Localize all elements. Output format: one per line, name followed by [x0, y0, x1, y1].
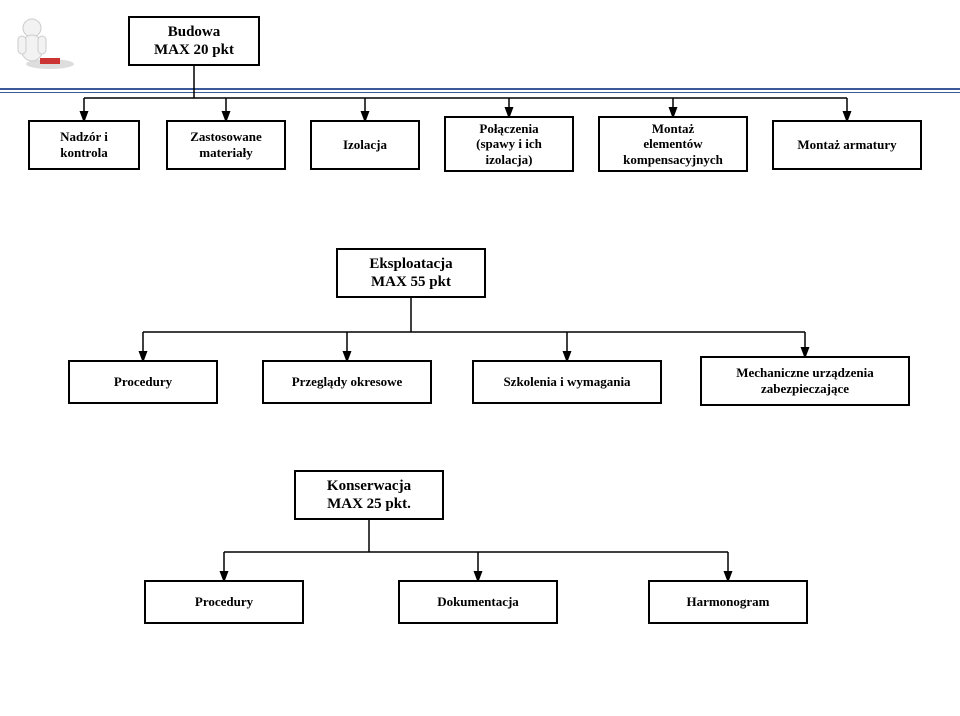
node-przeglady: Przeglądy okresowe [262, 360, 432, 404]
node-text: Połączenia [476, 121, 542, 137]
node-polaczenia: Połączenia(spawy i ichizolacja) [444, 116, 574, 172]
node-text: Eksploatacja [369, 255, 452, 273]
node-text: Izolacja [343, 137, 387, 153]
node-text: Procedury [195, 594, 253, 610]
node-text: izolacja) [476, 152, 542, 168]
node-text: Harmonogram [686, 594, 769, 610]
node-text: Szkolenia i wymagania [503, 374, 630, 390]
node-text: Mechaniczne urządzenia [736, 365, 874, 381]
node-montaz_arm: Montaż armatury [772, 120, 922, 170]
node-text: Budowa [154, 23, 234, 41]
node-szkolenia: Szkolenia i wymagania [472, 360, 662, 404]
node-text: Procedury [114, 374, 172, 390]
node-text: Dokumentacja [437, 594, 519, 610]
node-text: MAX 25 pkt. [327, 495, 411, 513]
node-text: Montaż [623, 121, 723, 137]
node-text: MAX 55 pkt [369, 273, 452, 291]
node-mech: Mechaniczne urządzeniazabezpieczające [700, 356, 910, 406]
node-eksploatacja: EksploatacjaMAX 55 pkt [336, 248, 486, 298]
node-nadzor: Nadzór ikontrola [28, 120, 140, 170]
node-text: Przeglądy okresowe [292, 374, 403, 390]
node-text: kontrola [60, 145, 108, 161]
node-montaz_elem: Montażelementówkompensacyjnych [598, 116, 748, 172]
header-separator-line [0, 92, 960, 93]
node-text: Nadzór i [60, 129, 108, 145]
node-text: Montaż armatury [797, 137, 896, 153]
node-zastos: Zastosowanemateriały [166, 120, 286, 170]
node-text: MAX 20 pkt [154, 41, 234, 59]
node-harmonogram: Harmonogram [648, 580, 808, 624]
node-text: Zastosowane [190, 129, 262, 145]
header-separator-line [0, 88, 960, 90]
node-izolacja: Izolacja [310, 120, 420, 170]
node-text: zabezpieczające [736, 381, 874, 397]
decorative-figure-icon [10, 12, 80, 72]
node-konserwacja: KonserwacjaMAX 25 pkt. [294, 470, 444, 520]
node-budowa: BudowaMAX 20 pkt [128, 16, 260, 66]
node-procedury1: Procedury [68, 360, 218, 404]
node-text: (spawy i ich [476, 136, 542, 152]
node-text: kompensacyjnych [623, 152, 723, 168]
node-dokumentacja: Dokumentacja [398, 580, 558, 624]
node-text: elementów [623, 136, 723, 152]
node-text: materiały [190, 145, 262, 161]
node-procedury2: Procedury [144, 580, 304, 624]
node-text: Konserwacja [327, 477, 411, 495]
